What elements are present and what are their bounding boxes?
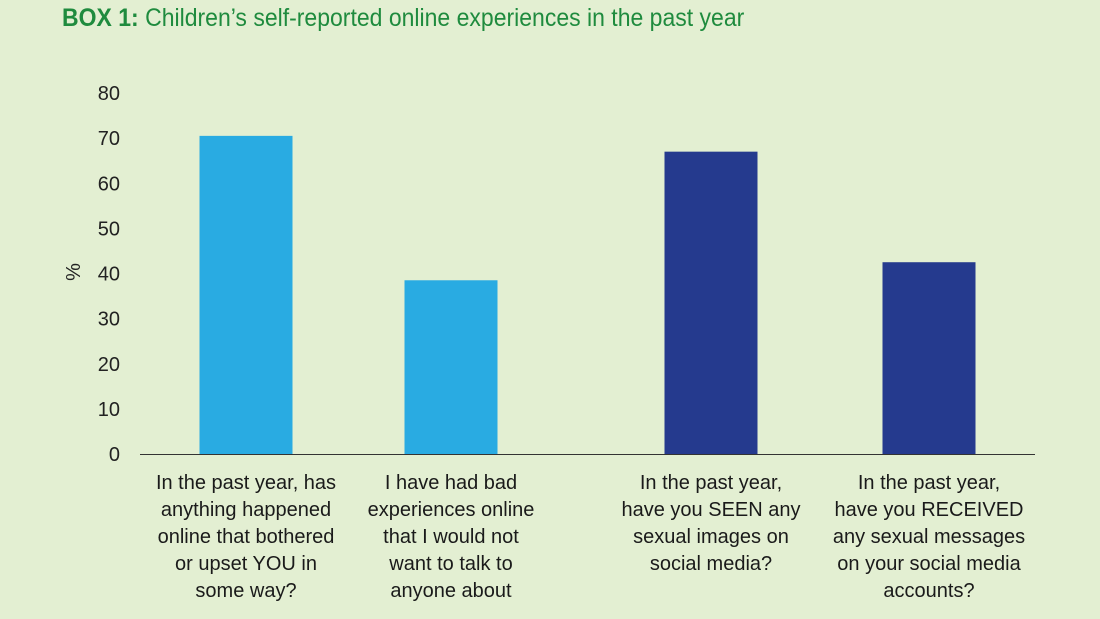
- y-tick-label: 10: [98, 399, 120, 421]
- chart-title-lead: BOX 1:: [62, 4, 139, 32]
- x-category-label: I have had bad experiences online that I…: [367, 472, 535, 602]
- y-tick-label: 30: [98, 309, 120, 331]
- y-tick-label: 0: [109, 444, 120, 466]
- bar: [404, 280, 498, 454]
- bar: [664, 151, 758, 454]
- x-category-label: In the past year, have you RECEIVED any …: [832, 472, 1026, 602]
- y-tick-label: 50: [98, 218, 120, 240]
- chart-title-text: Children’s self-reported online experien…: [145, 4, 745, 32]
- y-tick-label: 80: [98, 83, 120, 105]
- chart-title: BOX 1: Children’s self-reported online e…: [62, 4, 744, 33]
- bars: [199, 135, 976, 454]
- x-category-label: In the past year, have you SEEN any sexu…: [621, 472, 801, 575]
- x-category-label: In the past year, has anything happened …: [155, 472, 337, 602]
- bar: [882, 262, 976, 454]
- y-tick-label: 70: [98, 128, 120, 150]
- y-tick-label: 40: [98, 264, 120, 286]
- bar: [199, 135, 293, 454]
- y-tick-label: 20: [98, 354, 120, 376]
- y-axis-label: %: [63, 263, 85, 281]
- y-axis: 0 10 20 30 40 50 60 70 80: [98, 83, 120, 466]
- y-tick-label: 60: [98, 173, 120, 195]
